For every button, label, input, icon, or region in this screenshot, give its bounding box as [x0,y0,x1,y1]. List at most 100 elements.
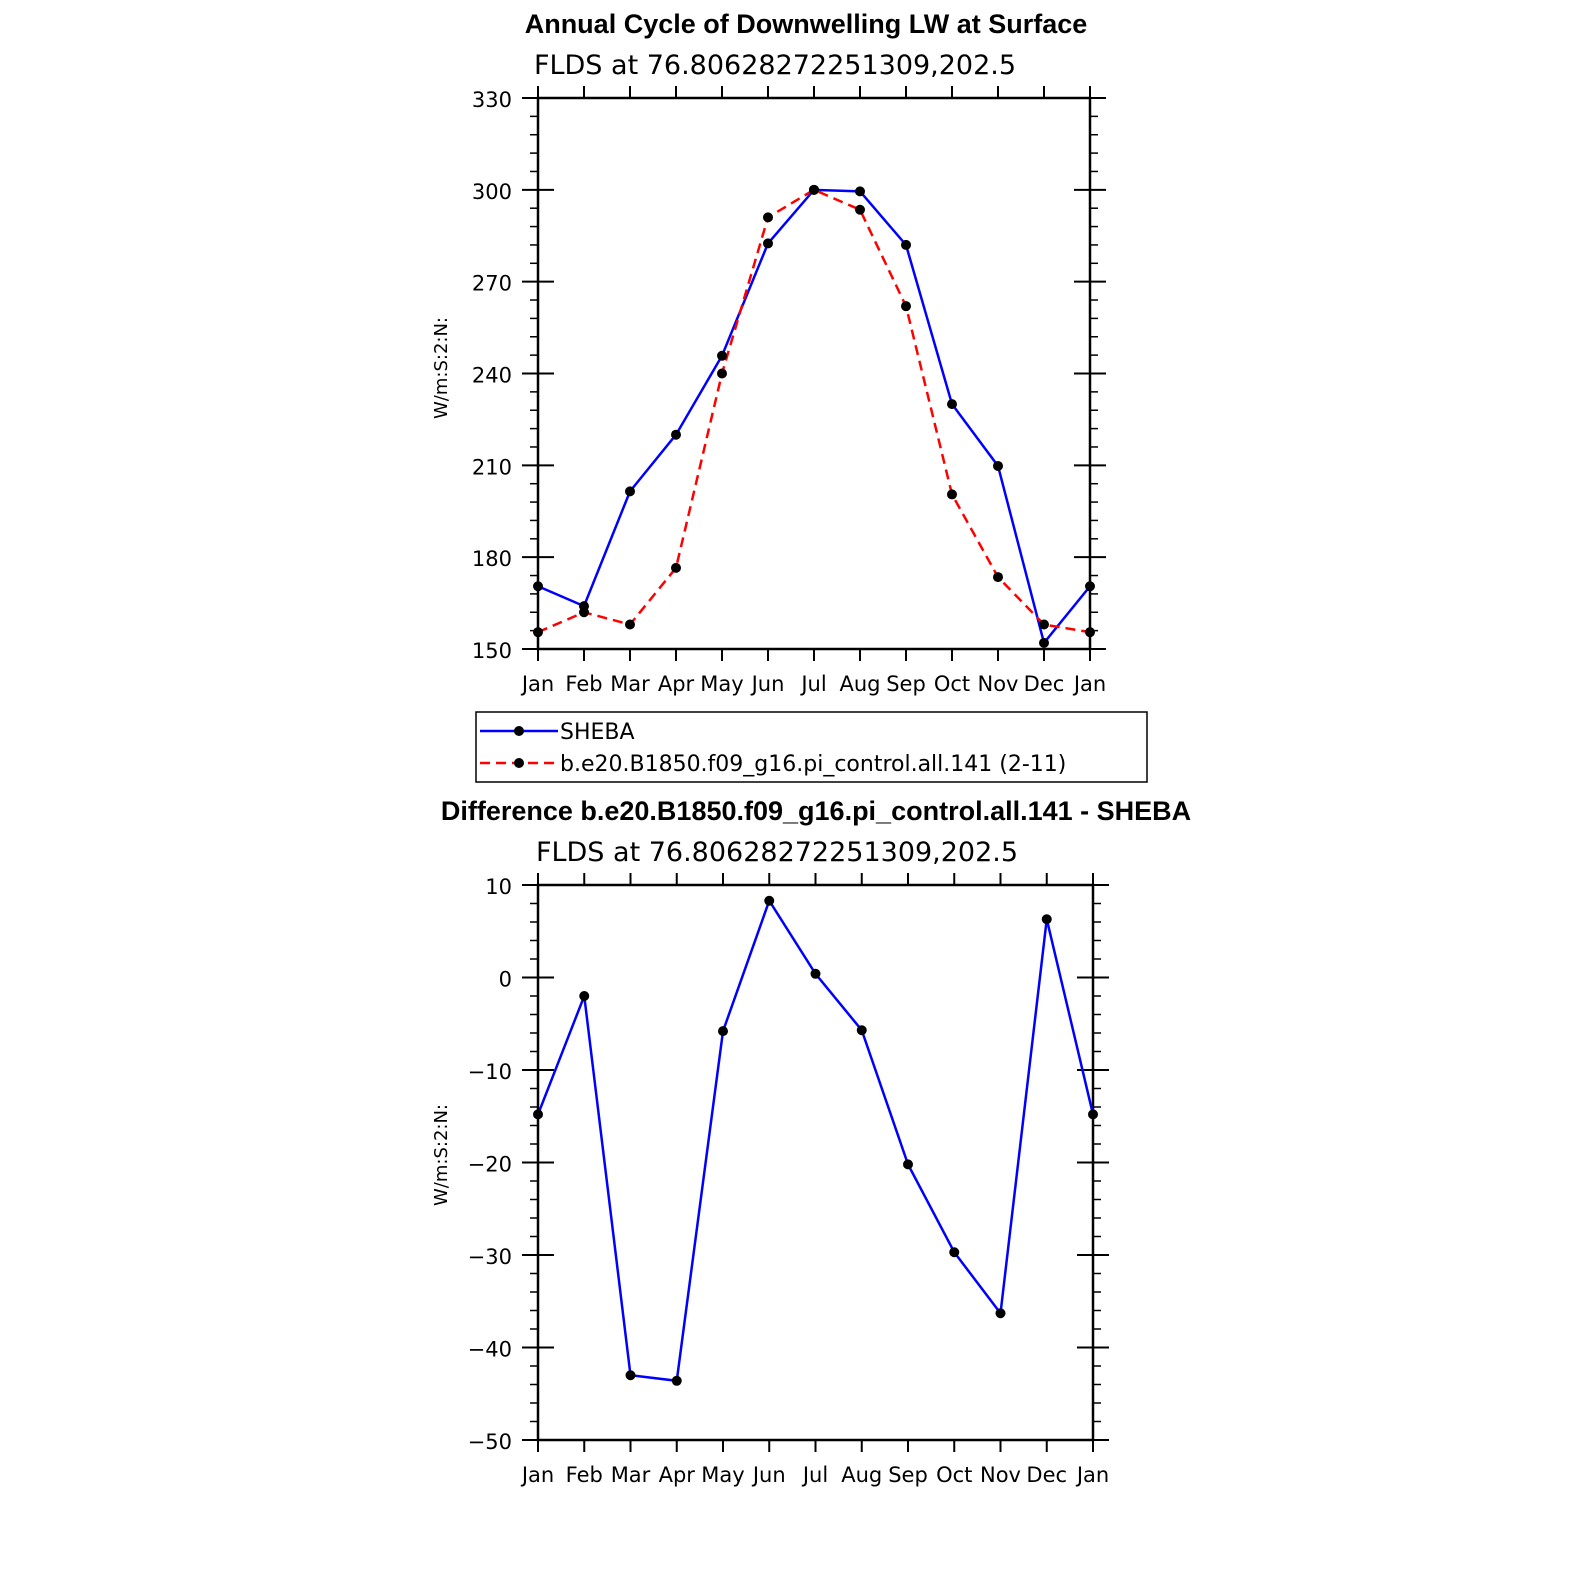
y-tick-label: 330 [472,88,512,112]
y-tick-label: −10 [468,1060,512,1084]
legend-label-sheba: SHEBA [560,720,635,745]
data-point-s0-6 [810,968,821,979]
data-point-s0-9 [947,399,957,410]
data-point-s1-3 [671,562,681,573]
x-tick-label: Dec [1026,1463,1067,1487]
tick-labels: Jan Feb Mar Apr May Jun Jul Aug Sep Oct Nov Dec Jan−… [468,875,1110,1487]
data-point-s0-4 [718,1026,728,1037]
chart-title: Annual Cycle of Downwelling LW at Surfac… [525,9,1088,39]
x-tick-label: Mar [611,1463,651,1487]
data-point-s0-12 [1088,1109,1098,1120]
data-point-s1-5 [763,212,773,223]
series-group [533,184,1095,648]
chart-difference: Difference b.e20.B1850.f09_g16.pi_contro… [431,796,1191,1487]
data-point-s0-10 [993,460,1003,471]
y-tick-label: 0 [499,968,512,992]
y-axis-label: W/m:S:2:N: [431,317,452,419]
data-point-s1-9 [947,489,957,500]
chart-subtitle: FLDS at 76.80628272251309,202.5 [534,50,1016,81]
data-point-s0-12 [1085,581,1095,592]
series-line-0 [537,188,1091,646]
series-group [533,895,1098,1386]
x-tick-label: Sep [886,672,926,696]
data-point-s0-7 [855,186,865,197]
data-point-s0-0 [533,581,543,592]
y-tick-label: 10 [485,875,512,899]
y-tick-label: 210 [472,455,512,479]
chart-subtitle: FLDS at 76.80628272251309,202.5 [536,837,1018,868]
x-tick-label: May [700,672,743,696]
data-point-s0-10 [995,1308,1006,1319]
tick-labels: Jan Feb Mar Apr May Jun Jul Aug Sep Oct Nov Dec Jan 1… [472,88,1106,696]
data-point-s1-4 [717,368,727,379]
x-tick-label: Mar [610,672,650,696]
chart-annual-cycle: Annual Cycle of Downwelling LW at Surfac… [431,9,1106,696]
y-axis-label: W/m:S:2:N: [431,1104,452,1206]
plot-frame [536,883,1095,1442]
legend-box [475,711,1148,783]
data-point-s0-2 [625,1370,636,1381]
y-tick-label: 150 [472,639,512,663]
y-tick-label: 300 [472,180,512,204]
x-tick-label: Jul [799,672,826,696]
x-tick-label: Jun [751,1463,786,1487]
x-tick-label: Nov [980,1463,1021,1487]
data-point-s1-6 [809,184,819,195]
data-point-s1-1 [579,607,589,618]
data-point-s1-11 [1039,619,1049,630]
x-tick-label: Nov [978,672,1019,696]
y-tick-label: −40 [468,1338,512,1362]
axis-frame [536,883,1095,1442]
data-point-s0-11 [1039,637,1049,648]
chart-title: Difference b.e20.B1850.f09_g16.pi_contro… [441,796,1191,826]
y-tick-label: −30 [468,1245,512,1269]
data-point-s0-5 [764,895,775,906]
x-tick-label: May [701,1463,744,1487]
data-point-s0-11 [1041,914,1052,925]
x-tick-label: Feb [566,1463,603,1487]
data-point-s0-2 [625,486,635,497]
x-tick-label: Apr [658,672,695,696]
data-point-s0-7 [856,1025,867,1036]
x-tick-label: Sep [888,1463,928,1487]
data-point-s1-8 [901,301,911,312]
y-tick-label: 270 [472,272,512,296]
data-point-s0-8 [903,1159,913,1170]
legend-label-model: b.e20.B1850.f09_g16.pi_control.all.141 (… [560,752,1066,777]
data-point-s1-2 [625,619,635,630]
data-point-s1-12 [1085,627,1095,638]
data-point-s0-8 [901,239,911,250]
legend: SHEBA b.e20.B1850.f09_g16.pi_control.all… [475,711,1148,783]
data-point-s0-9 [949,1247,960,1258]
data-point-s1-0 [533,627,543,638]
x-tick-label: Oct [934,672,970,696]
x-tick-label: Feb [565,672,602,696]
data-point-s0-3 [671,1375,682,1386]
x-tick-label: Aug [841,1463,882,1487]
x-tick-label: Aug [839,672,880,696]
legend-marker-model [514,758,524,768]
axis-ticks [522,86,1106,661]
x-tick-label: Jul [801,1463,828,1487]
axis-ticks [522,873,1109,1452]
data-point-s0-1 [579,991,590,1001]
data-point-s1-7 [855,204,865,215]
x-tick-label: Jun [750,672,785,696]
axis-frame [536,96,1092,651]
x-tick-label: Jan [520,1463,554,1487]
y-tick-label: 240 [472,364,512,388]
x-tick-label: Jan [1072,672,1106,696]
legend-marker-sheba [514,726,524,736]
y-tick-label: 180 [472,547,512,571]
data-point-s0-0 [533,1109,543,1120]
x-tick-label: Apr [659,1463,696,1487]
data-point-s1-10 [993,572,1003,583]
data-point-s0-4 [717,350,727,361]
x-tick-label: Jan [520,672,554,696]
series-line-1 [537,188,1091,634]
data-point-s0-5 [763,238,773,249]
plot-frame [536,96,1092,651]
x-tick-label: Dec [1024,672,1065,696]
x-tick-label: Oct [936,1463,972,1487]
